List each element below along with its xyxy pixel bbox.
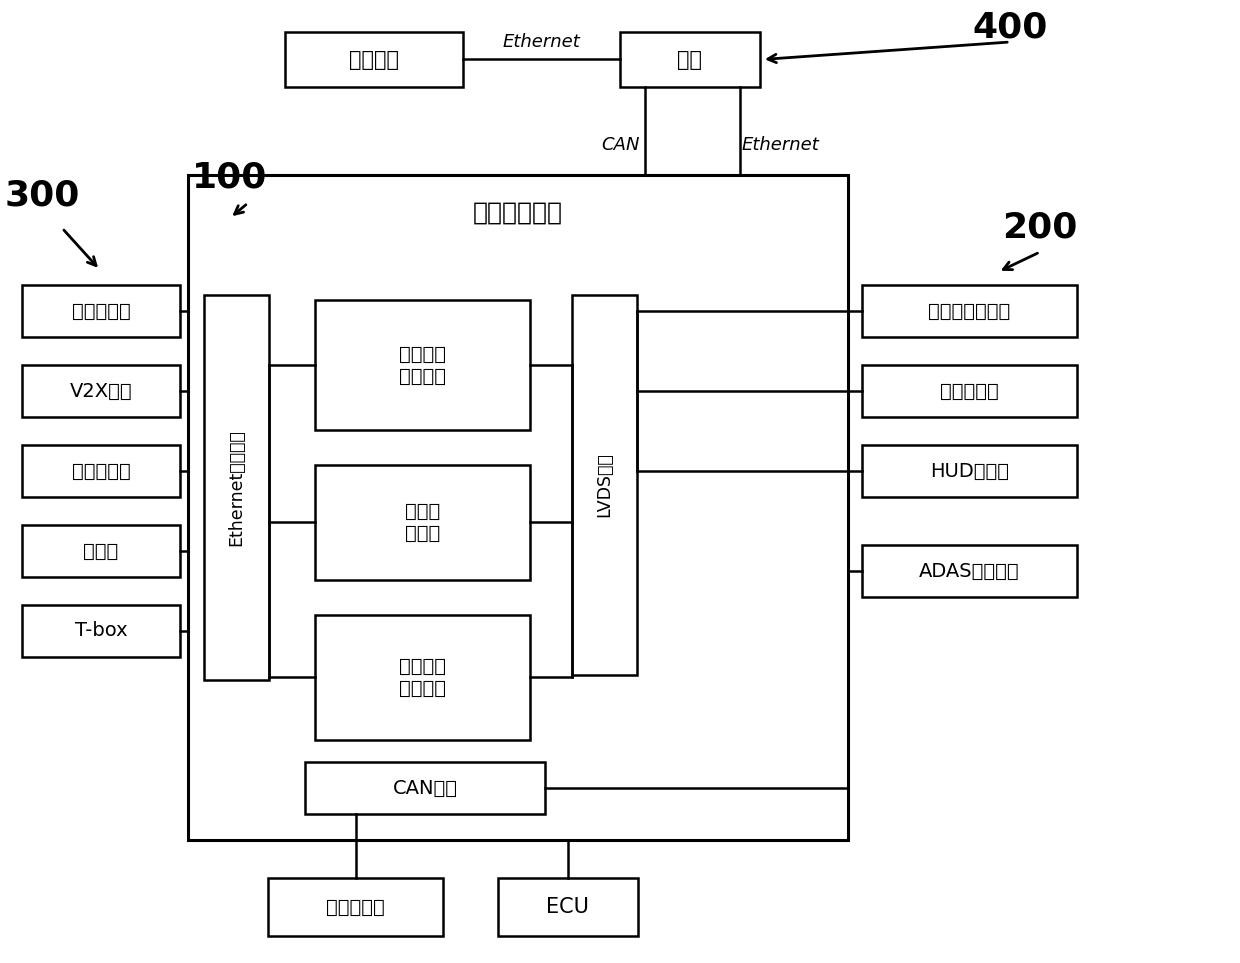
Bar [22, 365, 180, 417]
Text: CAN接口: CAN接口 [393, 778, 458, 797]
Text: CAN: CAN [600, 136, 640, 154]
Text: V2X模块: V2X模块 [69, 381, 133, 401]
Text: 诊断接口: 诊断接口 [348, 49, 399, 69]
Text: Ethernet: Ethernet [742, 136, 818, 154]
Text: 300: 300 [4, 178, 79, 212]
Text: 功率放大器: 功率放大器 [326, 898, 384, 917]
Bar [22, 445, 180, 497]
Text: Ethernet: Ethernet [502, 33, 580, 51]
Bar [498, 878, 639, 936]
Text: 100: 100 [192, 161, 268, 195]
Bar [188, 175, 848, 840]
Bar [862, 545, 1078, 597]
Text: 200: 200 [1002, 211, 1078, 245]
Bar [620, 32, 760, 87]
Bar [268, 878, 443, 936]
Bar [315, 615, 529, 740]
Text: 中央处
理单元: 中央处 理单元 [405, 502, 440, 543]
Bar [22, 525, 180, 577]
Bar [22, 605, 180, 657]
Bar [862, 445, 1078, 497]
Text: T-box: T-box [74, 621, 128, 640]
Bar [305, 762, 546, 814]
Bar [572, 295, 637, 675]
Text: 400: 400 [972, 11, 1048, 45]
Text: Ethernet通信接口: Ethernet通信接口 [227, 429, 246, 546]
Bar [285, 32, 463, 87]
Text: ADAS域控制器: ADAS域控制器 [919, 561, 1019, 581]
Bar [315, 465, 529, 580]
Text: 网关: 网关 [677, 49, 703, 69]
Text: 中心域控制器: 中心域控制器 [472, 201, 563, 225]
Text: LVDS接口: LVDS接口 [595, 453, 614, 517]
Text: HUD显示屏: HUD显示屏 [930, 461, 1009, 481]
Bar [22, 285, 180, 337]
Bar [862, 365, 1078, 417]
Text: 行车记录仪: 行车记录仪 [72, 461, 130, 481]
Bar [315, 300, 529, 430]
Text: 环视摄像头: 环视摄像头 [72, 301, 130, 321]
Text: 中控显示屏: 中控显示屏 [940, 381, 999, 401]
Text: 夜视仪: 夜视仪 [83, 541, 119, 560]
Text: 组合仪表显示屏: 组合仪表显示屏 [929, 301, 1011, 321]
Bar [205, 295, 269, 680]
Text: 输入信号
处理单元: 输入信号 处理单元 [399, 345, 446, 385]
Text: 输出驱动
电路单元: 输出驱动 电路单元 [399, 657, 446, 698]
Bar [862, 285, 1078, 337]
Text: ECU: ECU [547, 897, 589, 917]
